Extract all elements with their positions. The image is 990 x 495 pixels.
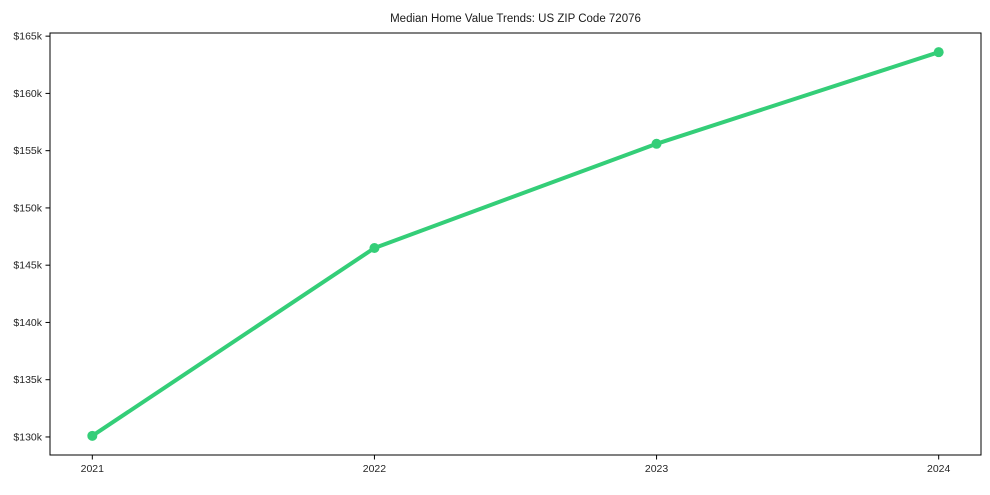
y-tick-label: $130k — [13, 431, 42, 443]
y-tick-label: $155k — [13, 145, 42, 157]
x-tick-label: 2022 — [363, 463, 387, 475]
y-tick-label: $135k — [13, 374, 42, 386]
y-tick-label: $140k — [13, 317, 42, 329]
y-tick-label: $145k — [13, 260, 42, 272]
data-point-2022 — [369, 243, 380, 254]
plot-frame — [49, 32, 982, 456]
data-point-2024 — [933, 47, 944, 58]
trend-line — [90, 50, 941, 438]
y-tick-label: $150k — [13, 202, 42, 214]
data-point-2023 — [651, 138, 662, 149]
y-axis: $130k $135k $140k $145k $150k $155k $160k $165k — [13, 31, 50, 443]
chart-title: Median Home Value Trends: US ZIP Code 72… — [390, 13, 641, 25]
x-tick-label: 2024 — [927, 463, 951, 475]
y-tick-label: $160k — [13, 88, 42, 100]
x-tick-label: 2023 — [645, 463, 669, 475]
y-tick-label: $165k — [13, 31, 42, 43]
data-point-2021 — [87, 430, 98, 441]
x-axis: 2021 2022 2023 2024 — [81, 455, 951, 475]
x-tick-label: 2021 — [81, 463, 105, 475]
